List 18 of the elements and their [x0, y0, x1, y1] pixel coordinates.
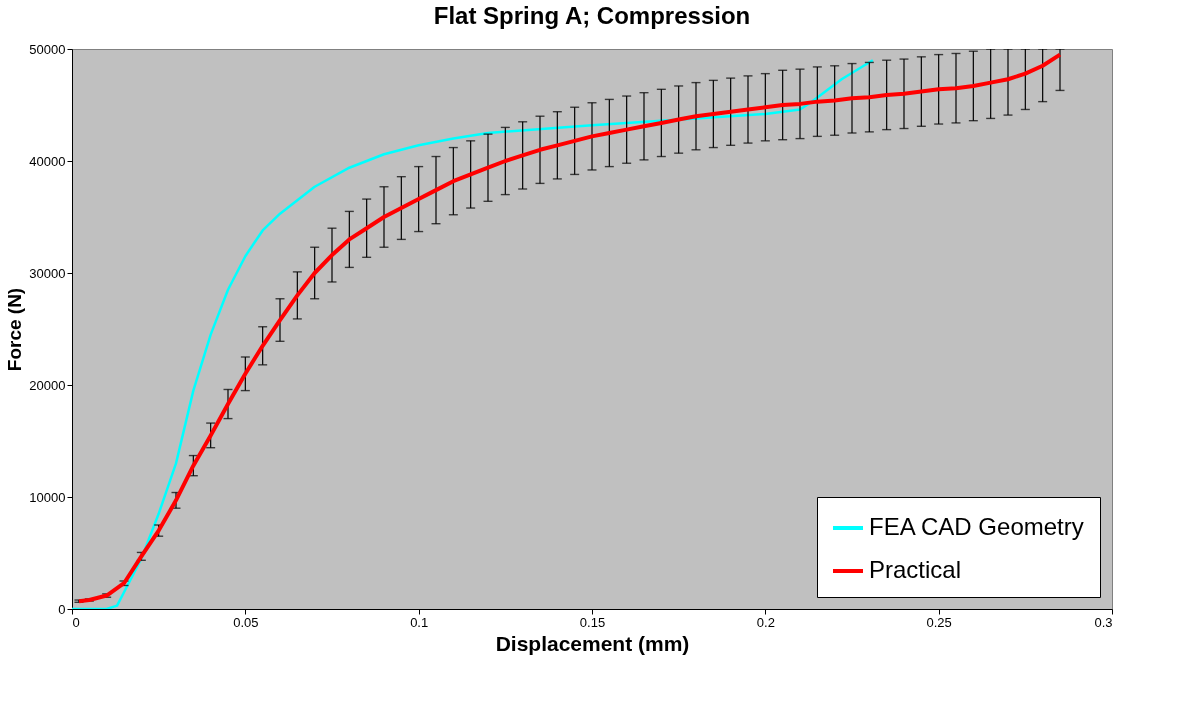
legend-label: FEA CAD Geometry: [869, 513, 1084, 540]
y-tick-label: 10000: [29, 489, 66, 505]
y-tick-label: 30000: [29, 265, 66, 281]
x-tick-label: 0.15: [579, 614, 606, 630]
chart-title: Flat Spring A; Compression: [433, 2, 751, 29]
y-tick-label: 40000: [29, 153, 66, 169]
x-tick-label: 0.05: [233, 614, 259, 630]
y-tick-label: 20000: [29, 377, 66, 393]
y-axis-title: Force (N): [4, 287, 26, 372]
x-tick-label: 0.1: [410, 614, 429, 630]
x-tick-label: 0.3: [1094, 614, 1113, 630]
y-tick-label: 0: [58, 601, 66, 617]
x-tick-label: 0: [72, 614, 80, 630]
x-tick-label: 0.2: [756, 614, 775, 630]
x-axis-title: Displacement (mm): [495, 631, 690, 655]
legend-label: Practical: [869, 556, 962, 583]
y-tick-label: 50000: [29, 41, 66, 57]
x-tick-label: 0.25: [926, 614, 952, 630]
